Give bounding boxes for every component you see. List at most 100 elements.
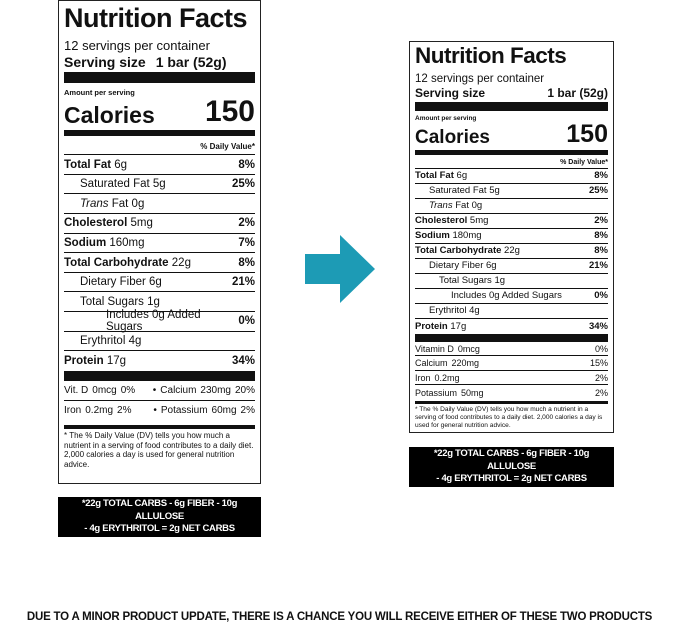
mineral-row: Iron 0.2mg 2% • Potassium 60mg 2% — [64, 401, 255, 421]
nutrient-name: Total Fat — [64, 158, 112, 171]
nutrient-amount: 4g — [469, 305, 480, 317]
net-carbs-line2: - 4g ERYTHRITOL = 2g NET CARBS — [84, 523, 235, 535]
nutrient-amount: 17g — [106, 354, 127, 367]
right-arrow-icon — [305, 235, 375, 303]
nutrient-name: Protein — [64, 354, 104, 367]
daily-value-header: % Daily Value* — [64, 136, 255, 156]
nutrient-amount: 4g — [128, 334, 142, 347]
mineral-amount: 60mg — [211, 405, 237, 417]
mineral-row-potassium: Potassium 50mg 2% — [415, 385, 608, 400]
nutrient-amount: 1g — [147, 295, 160, 308]
mineral-pct: 20% — [234, 384, 255, 396]
nutrient-row-added-sugars: Includes 0g Added Sugars 0% — [415, 289, 608, 304]
nutrient-amount: 22g — [171, 256, 191, 269]
nutrient-name: Erythritol — [429, 305, 467, 317]
nutrient-pct: 0% — [594, 290, 608, 302]
mineral-amount: 50mg — [461, 387, 484, 398]
mineral-pct: 0% — [594, 343, 608, 354]
amount-per-serving: Amount per serving — [64, 88, 135, 98]
nutrient-name: Includes 0g Added Sugars — [451, 290, 562, 302]
nutrient-row-total-sugars: Total Sugars 1g — [64, 292, 255, 312]
calories-value: 150 — [566, 119, 608, 148]
nutrient-name: Total Carbohydrate — [415, 245, 502, 257]
nutrient-name: Total Carbohydrate — [64, 256, 169, 269]
nutrient-pct: 7% — [238, 236, 255, 249]
nutrient-pct: 0% — [238, 315, 255, 328]
nutrient-amount: 6g — [149, 276, 162, 289]
daily-value-footnote: * The % Daily Value (DV) tells you how m… — [64, 424, 255, 470]
mineral-amount: 0mcg — [457, 343, 480, 354]
mineral-pct: 0% — [120, 384, 136, 396]
label-title: Nutrition Facts — [64, 3, 248, 33]
serving-size-value: 1 bar (52g) — [547, 85, 608, 100]
mineral-name: Potassium — [415, 387, 458, 398]
servings-per-container: 12 servings per container — [64, 38, 210, 53]
net-carbs-box-old: *22g TOTAL CARBS - 6g FIBER - 10g ALLULO… — [58, 497, 261, 537]
amount-per-serving: Amount per serving — [415, 114, 477, 122]
nutrient-row-sodium: Sodium 180mg 8% — [415, 229, 608, 244]
nutrient-row-protein: Protein 17g 34% — [64, 351, 255, 371]
daily-value-header: % Daily Value* — [415, 155, 608, 169]
nutrient-pct: 8% — [594, 170, 608, 182]
label-title: Nutrition Facts — [415, 43, 567, 68]
nutrient-name: Protein — [415, 320, 448, 332]
bullet-separator: • — [152, 384, 157, 396]
nutrient-pct: 8% — [238, 256, 255, 269]
mineral-pct: 2% — [594, 372, 608, 383]
nutrient-name: Saturated Fat — [429, 185, 487, 197]
calories-label: Calories — [64, 102, 155, 129]
nutrient-pct: 2% — [594, 215, 608, 227]
serving-size-label: Serving size — [415, 85, 486, 100]
mineral-pct: 2% — [594, 387, 608, 398]
nutrient-amount: Fat 0g — [111, 197, 145, 210]
nutrient-pct: 25% — [588, 185, 608, 197]
nutrition-label-new: Nutrition Facts 12 servings per containe… — [409, 41, 614, 433]
nutrient-row-sodium: Sodium 160mg 7% — [64, 234, 255, 254]
serving-size-row: Serving size 1 bar (52g) — [64, 54, 255, 70]
nutrient-amount: 6g — [456, 170, 468, 182]
nutrient-row-trans-fat: Trans Fat 0g — [64, 194, 255, 215]
mineral-amount: 0.2mg — [434, 372, 460, 383]
nutrient-row-total-sugars: Total Sugars 1g — [415, 274, 608, 289]
nutrient-pct: 8% — [594, 245, 608, 257]
nutrient-amount: 180mg — [452, 230, 482, 242]
net-carbs-box-new: *22g TOTAL CARBS - 6g FIBER - 10g ALLULO… — [409, 447, 614, 487]
mineral-amount: 0.2mg — [85, 405, 114, 417]
nutrient-name: Dietary Fiber — [429, 260, 484, 272]
nutrient-row-total-fat: Total Fat 6g 8% — [64, 155, 255, 175]
nutrient-pct: 34% — [588, 320, 608, 332]
mineral-amount: 0mcg — [92, 384, 117, 396]
nutrient-row-saturated-fat: Saturated Fat 5g 25% — [415, 184, 608, 199]
calories-value: 150 — [204, 95, 255, 129]
nutrient-row-added-sugars: Includes 0g Added Sugars 0% — [64, 309, 255, 333]
nutrient-name: Erythritol — [80, 334, 126, 347]
nutrient-pct: 34% — [231, 354, 255, 367]
nutrient-name: Saturated Fat — [80, 178, 150, 191]
nutrient-amount: 6g — [114, 158, 128, 171]
nutrient-pct: 8% — [594, 230, 608, 242]
nutrient-pct: 8% — [238, 158, 255, 171]
divider-medium — [415, 149, 608, 155]
nutrient-name: Dietary Fiber — [80, 276, 146, 289]
divider-thick — [415, 101, 608, 111]
mineral-name: Calcium — [415, 358, 448, 369]
bullet-separator: • — [153, 405, 157, 417]
mineral-name: Potassium — [160, 405, 208, 417]
nutrient-name: Total Sugars — [80, 295, 144, 308]
nutrient-row-dietary-fiber: Dietary Fiber 6g 21% — [415, 259, 608, 274]
nutrient-name: Trans — [80, 197, 109, 210]
product-update-notice: DUE TO A MINOR PRODUCT UPDATE, THERE IS … — [26, 611, 653, 623]
nutrient-name: Cholesterol — [64, 217, 128, 230]
nutrient-name: Total Sugars — [439, 275, 492, 287]
nutrient-name: Sodium — [64, 236, 107, 249]
nutrient-row-total-fat: Total Fat 6g 8% — [415, 169, 608, 184]
daily-value-footnote: * The % Daily Value (DV) tells you how m… — [415, 400, 608, 430]
mineral-row-calcium: Calcium 220mg 15% — [415, 356, 608, 371]
serving-size-value: 1 bar (52g) — [155, 54, 227, 71]
mineral-pct: 2% — [117, 405, 132, 417]
nutrient-amount: 160mg — [109, 236, 145, 249]
net-carbs-line1: *22g TOTAL CARBS - 6g FIBER - 10g ALLULO… — [81, 498, 238, 522]
net-carbs-line2: - 4g ERYTHRITOL = 2g NET CARBS — [436, 473, 587, 485]
nutrient-amount: 22g — [504, 245, 520, 257]
nutrient-row-total-carbohydrate: Total Carbohydrate 22g 8% — [64, 253, 255, 273]
